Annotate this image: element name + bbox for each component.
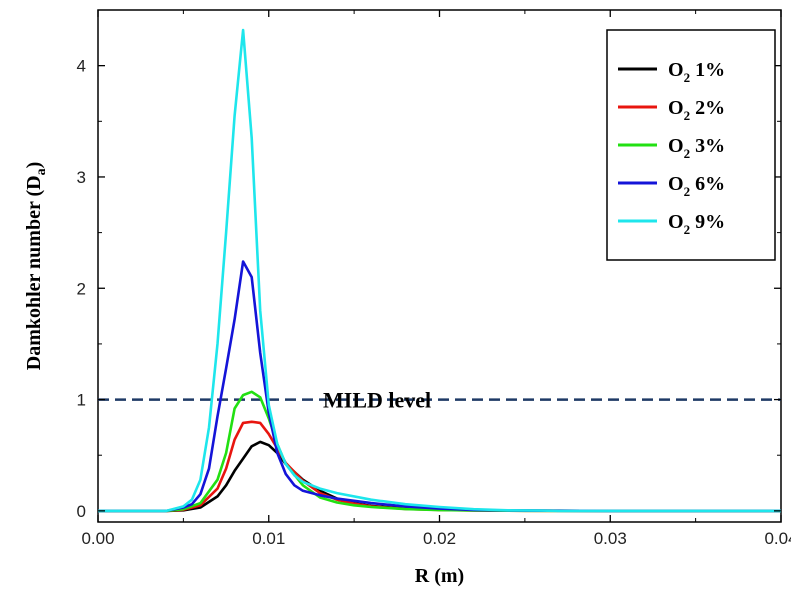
legend-label-2: O2 2% bbox=[668, 97, 725, 123]
legend-label-value: 1% bbox=[690, 59, 725, 81]
series-layer bbox=[98, 28, 781, 513]
legend-label-main: O bbox=[668, 59, 684, 81]
legend-label-4: O2 6% bbox=[668, 173, 725, 199]
legend-label-1: O2 1% bbox=[668, 59, 725, 85]
y-axis-title: Damkohler number (Da) bbox=[23, 162, 49, 371]
x-tick-label: 0.01 bbox=[252, 529, 285, 548]
ticks-layer: 0.00 0.01 0.02 0.03 0.04 0 1 2 3 4 bbox=[77, 9, 791, 548]
legend-label-main: O bbox=[668, 173, 684, 195]
y-axis-title-main: Damkohler number (D bbox=[23, 175, 45, 370]
legend-label-subscript: 2 bbox=[684, 222, 691, 237]
legend-label-main: O bbox=[668, 135, 684, 157]
legend-label-value: 9% bbox=[690, 211, 725, 233]
x-tick-label: 0.04 bbox=[764, 529, 791, 548]
legend-label-3: O2 3% bbox=[668, 135, 725, 161]
mild-level-label: MILD level bbox=[323, 388, 431, 413]
y-axis-title-sub: a bbox=[34, 168, 49, 175]
legend-label-subscript: 2 bbox=[684, 70, 691, 85]
series-line-4 bbox=[98, 260, 781, 513]
y-tick-label: 2 bbox=[77, 279, 86, 298]
legend-label-5: O2 9% bbox=[668, 211, 725, 237]
y-tick-label: 1 bbox=[77, 391, 86, 410]
y-axis-title-close: ) bbox=[23, 162, 45, 169]
legend: O2 1%O2 2%O2 3%O2 6%O2 9% bbox=[606, 29, 776, 261]
series-line-2 bbox=[98, 420, 781, 513]
y-tick-label: 3 bbox=[77, 168, 86, 187]
x-tick-label: 0.00 bbox=[81, 529, 114, 548]
legend-label-value: 2% bbox=[690, 97, 725, 119]
legend-label-subscript: 2 bbox=[684, 146, 691, 161]
legend-label-value: 6% bbox=[690, 173, 725, 195]
legend-label-subscript: 2 bbox=[684, 184, 691, 199]
y-tick-label: 4 bbox=[77, 57, 86, 76]
legend-label-main: O bbox=[668, 97, 684, 119]
series-line-5 bbox=[98, 28, 781, 513]
legend-label-subscript: 2 bbox=[684, 108, 691, 123]
x-tick-label: 0.02 bbox=[423, 529, 456, 548]
legend-label-main: O bbox=[668, 211, 684, 233]
x-axis-title: R (m) bbox=[415, 565, 464, 587]
legend-label-value: 3% bbox=[690, 135, 725, 157]
x-tick-label: 0.03 bbox=[594, 529, 627, 548]
y-tick-label: 0 bbox=[77, 502, 86, 521]
